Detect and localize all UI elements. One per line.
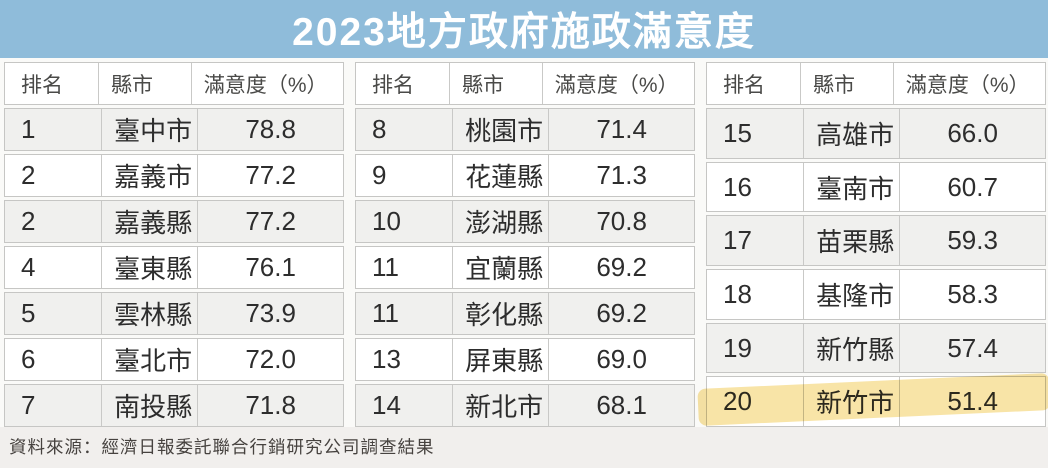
- column-header: 滿意度（%）: [541, 63, 694, 104]
- city-cell: 花蓮縣: [452, 155, 548, 196]
- rank-cell: 17: [723, 225, 752, 256]
- source-note: 資料來源：經濟日報委託聯合行銷研究公司調查結果: [0, 427, 1048, 468]
- city-cell: 宜蘭縣: [452, 247, 548, 288]
- column-header: 滿意度（%）: [892, 63, 1045, 104]
- city-cell: 新北市: [452, 385, 548, 426]
- score-cell: 58.3: [899, 270, 1045, 319]
- table-row: 14 新北市 68.1: [355, 384, 695, 427]
- column-header: 排名: [372, 73, 414, 97]
- city-cell: 臺南市: [803, 162, 899, 212]
- table-row: 1 臺中市 78.8: [4, 108, 344, 151]
- column-header: 排名: [21, 73, 63, 97]
- table-row: 11 彰化縣 69.2: [355, 292, 695, 335]
- ranking-table-1: 排名 縣市 滿意度（%） 1 臺中市 78.8 2 嘉義市 77.2 2 嘉義縣 77.2 4 臺東縣 76…: [4, 62, 344, 427]
- score-cell: 71.4: [548, 109, 694, 150]
- table-row: 8 桃園市 71.4: [355, 108, 695, 151]
- table-row: 15 高雄市 66.0: [706, 108, 1046, 159]
- table-row: 10 澎湖縣 70.8: [355, 200, 695, 243]
- rank-cell: 2: [21, 206, 36, 236]
- table-row: 11 宜蘭縣 69.2: [355, 246, 695, 289]
- rank-cell: 13: [372, 344, 401, 374]
- table-row: 18 基隆市 58.3: [706, 269, 1046, 320]
- score-cell: 77.2: [197, 201, 343, 242]
- score-cell: 70.8: [548, 201, 694, 242]
- table-row: 6 臺北市 72.0: [4, 338, 344, 381]
- table-header-row: 排名 縣市 滿意度（%）: [706, 62, 1046, 105]
- rank-cell: 5: [21, 298, 36, 328]
- city-cell: 高雄市: [803, 109, 899, 158]
- city-cell: 嘉義市: [101, 155, 197, 196]
- score-cell: 66.0: [899, 109, 1045, 158]
- rank-cell: 9: [372, 160, 387, 190]
- score-cell: 59.3: [899, 216, 1045, 266]
- rank-cell: 19: [723, 332, 752, 363]
- score-cell: 69.2: [548, 247, 694, 288]
- table-row: 13 屏東縣 69.0: [355, 338, 695, 381]
- score-cell: 71.3: [548, 155, 694, 196]
- score-cell: 69.0: [548, 339, 694, 380]
- rank-cell: 4: [21, 252, 36, 282]
- city-cell: 臺中市: [101, 109, 197, 150]
- rank-cell: 18: [723, 278, 752, 309]
- rank-cell: 8: [372, 114, 387, 144]
- ranking-table-2: 排名 縣市 滿意度（%） 8 桃園市 71.4 9 花蓮縣 71.3 10 澎湖縣 70.8 11 宜蘭縣…: [355, 62, 695, 427]
- rank-cell: 20: [723, 386, 752, 417]
- city-cell: 臺北市: [101, 339, 197, 380]
- city-cell: 新竹縣: [803, 323, 899, 373]
- city-cell: 澎湖縣: [452, 201, 548, 242]
- table-header-row: 排名 縣市 滿意度（%）: [355, 62, 695, 105]
- table-row: 5 雲林縣 73.9: [4, 292, 344, 335]
- city-cell: 苗栗縣: [803, 216, 899, 266]
- city-cell: 彰化縣: [452, 293, 548, 334]
- table-row: 19 新竹縣 57.4: [706, 322, 1046, 374]
- city-cell: 南投縣: [101, 385, 197, 426]
- rank-cell: 14: [372, 390, 401, 420]
- table-row: 7 南投縣 71.8: [4, 384, 344, 427]
- score-cell: 71.8: [197, 385, 343, 426]
- rank-cell: 10: [372, 206, 401, 236]
- city-cell: 嘉義縣: [101, 201, 197, 242]
- rank-cell: 16: [723, 171, 752, 202]
- table-row: 2 嘉義市 77.2: [4, 154, 344, 197]
- city-cell: 新竹市: [803, 377, 899, 427]
- column-header: 縣市: [799, 63, 893, 104]
- city-cell: 基隆市: [803, 270, 899, 319]
- score-cell: 73.9: [197, 293, 343, 334]
- tables-container: 排名 縣市 滿意度（%） 1 臺中市 78.8 2 嘉義市 77.2 2 嘉義縣 77.2 4 臺東縣 76…: [4, 62, 1046, 428]
- score-cell: 51.4: [899, 377, 1045, 427]
- column-header: 滿意度（%）: [190, 63, 343, 104]
- score-cell: 72.0: [197, 339, 343, 380]
- rank-cell: 7: [21, 390, 36, 420]
- score-cell: 60.7: [899, 162, 1045, 212]
- rank-cell: 11: [372, 252, 399, 282]
- table-row: 20 新竹市 51.4: [706, 376, 1046, 428]
- column-header: 縣市: [97, 63, 191, 104]
- rank-cell: 1: [21, 114, 36, 144]
- score-cell: 76.1: [197, 247, 343, 288]
- table-row: 17 苗栗縣 59.3: [706, 215, 1046, 267]
- ranking-table-3: 排名 縣市 滿意度（%） 15 高雄市 66.0 16 臺南市 60.7 17 苗栗縣 59.3 18 基…: [706, 62, 1046, 428]
- score-cell: 78.8: [197, 109, 343, 150]
- score-cell: 57.4: [899, 323, 1045, 373]
- city-cell: 屏東縣: [452, 339, 548, 380]
- table-header-row: 排名 縣市 滿意度（%）: [4, 62, 344, 105]
- city-cell: 臺東縣: [101, 247, 197, 288]
- score-cell: 68.1: [548, 385, 694, 426]
- score-cell: 69.2: [548, 293, 694, 334]
- city-cell: 桃園市: [452, 109, 548, 150]
- column-header: 縣市: [448, 63, 542, 104]
- table-row: 9 花蓮縣 71.3: [355, 154, 695, 197]
- score-cell: 77.2: [197, 155, 343, 196]
- table-row: 16 臺南市 60.7: [706, 161, 1046, 213]
- table-row: 4 臺東縣 76.1: [4, 246, 344, 289]
- rank-cell: 11: [372, 298, 399, 328]
- city-cell: 雲林縣: [101, 293, 197, 334]
- rank-cell: 15: [723, 117, 752, 148]
- rank-cell: 6: [21, 344, 36, 374]
- table-row: 2 嘉義縣 77.2: [4, 200, 344, 243]
- page-title: 2023地方政府施政滿意度: [0, 0, 1048, 58]
- rank-cell: 2: [21, 160, 36, 190]
- column-header: 排名: [723, 73, 765, 97]
